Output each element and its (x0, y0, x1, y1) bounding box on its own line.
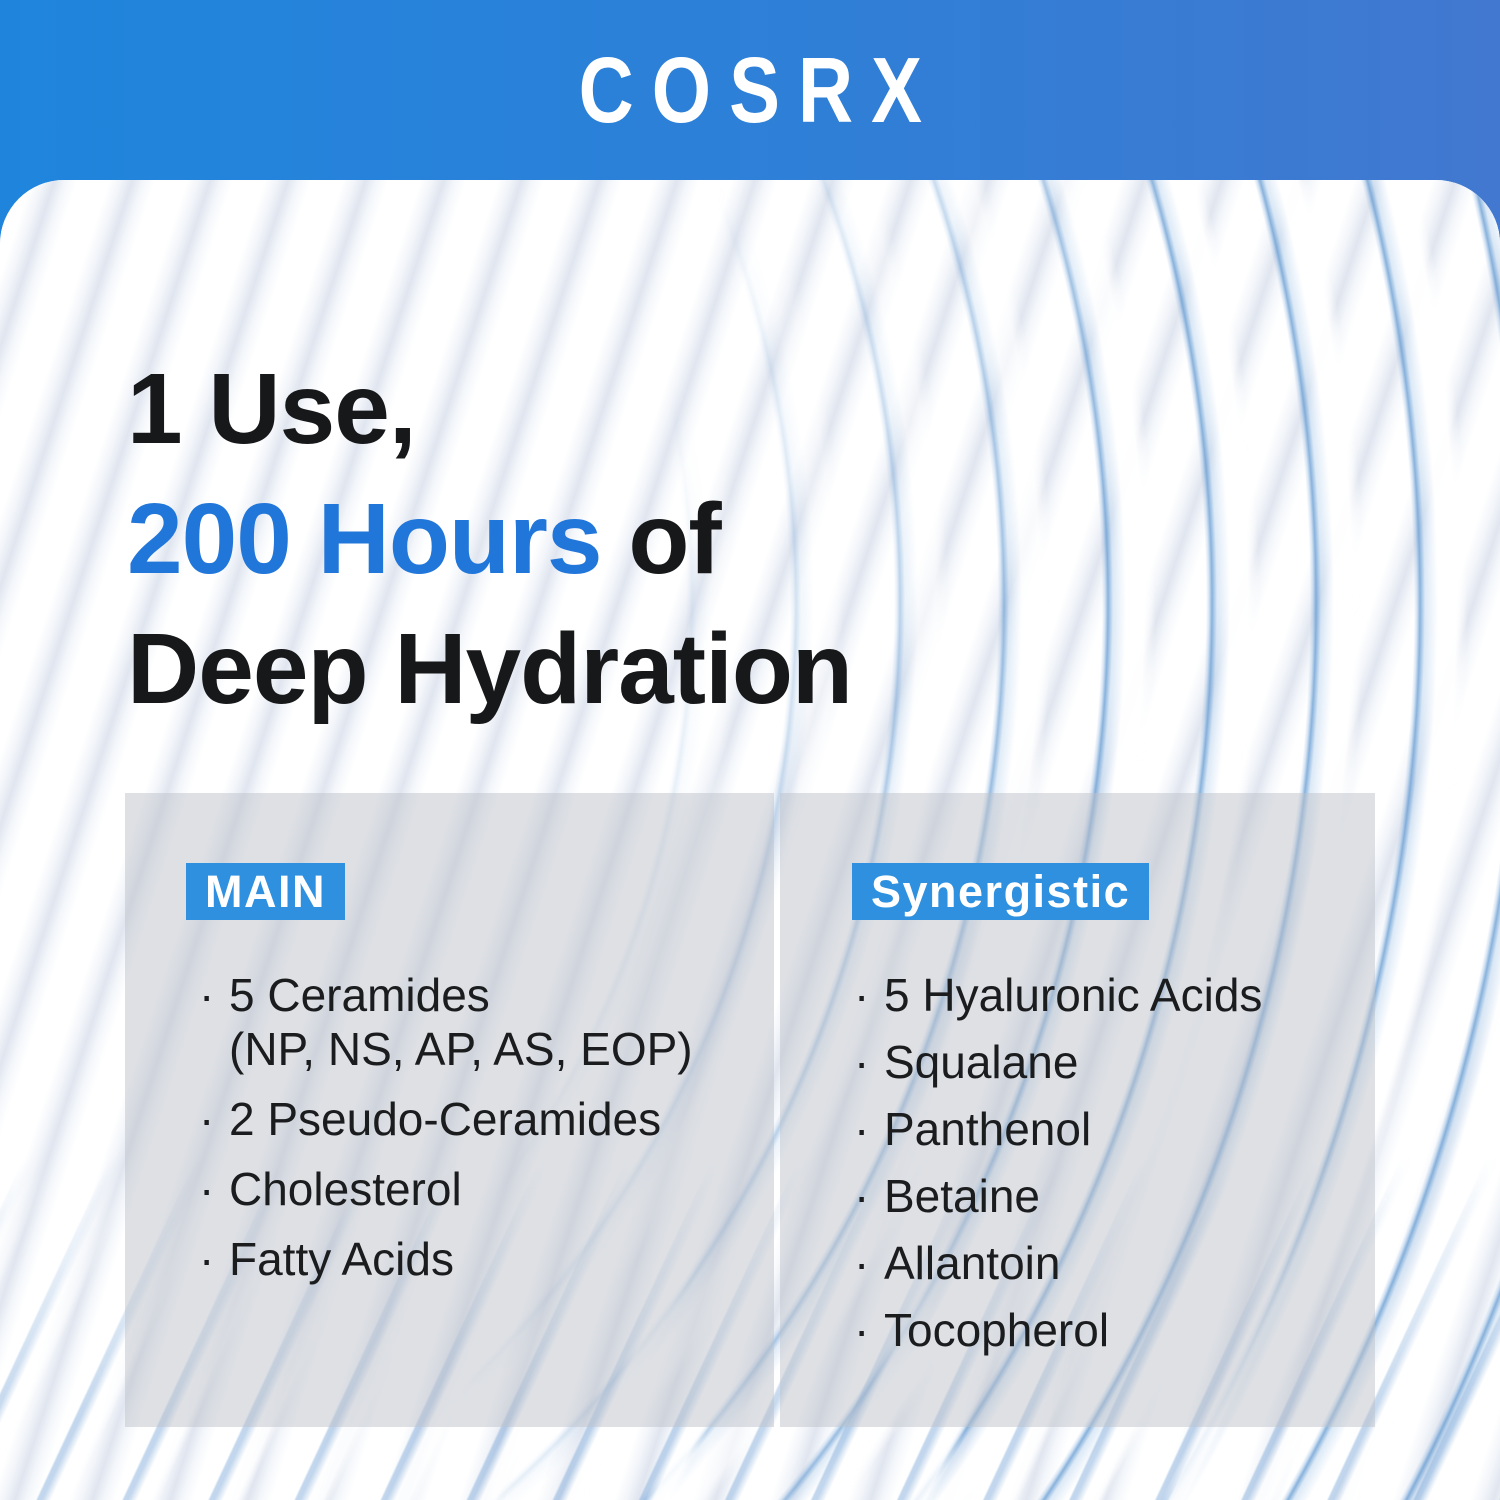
ingredients-panel-synergistic: Synergistic 5 Hyaluronic Acids Squalane … (780, 793, 1375, 1427)
main-badge: MAIN (186, 863, 345, 920)
headline-line1: 1 Use, (127, 353, 417, 465)
list-item: Panthenol (854, 1102, 1375, 1156)
brand-logo: COSRX (578, 38, 940, 142)
main-ingredient-list: 5 Ceramides (NP, NS, AP, AS, EOP) 2 Pseu… (125, 968, 774, 1286)
headline-highlight: 200 Hours (127, 483, 603, 595)
list-item: Tocopherol (854, 1303, 1375, 1357)
list-item: Allantoin (854, 1236, 1375, 1290)
list-item: Betaine (854, 1169, 1375, 1223)
content-card: 1 Use, 200 Hours of Deep Hydration MAIN … (0, 180, 1500, 1500)
headline-line2: 200 Hours of (127, 474, 852, 604)
list-item: Cholesterol (199, 1162, 774, 1216)
list-item: 2 Pseudo-Ceramides (199, 1092, 774, 1146)
list-item: 5 Ceramides (NP, NS, AP, AS, EOP) (199, 968, 774, 1076)
list-item-subtext: (NP, NS, AP, AS, EOP) (229, 1023, 693, 1075)
list-item-text: 5 Ceramides (229, 969, 490, 1021)
headline-line3: Deep Hydration (127, 613, 853, 725)
synergistic-badge: Synergistic (852, 863, 1150, 920)
headline: 1 Use, 200 Hours of Deep Hydration (127, 344, 853, 734)
synergistic-ingredient-list: 5 Hyaluronic Acids Squalane Panthenol Be… (780, 968, 1375, 1357)
list-item: Squalane (854, 1035, 1375, 1089)
ingredients-panel-main: MAIN 5 Ceramides (NP, NS, AP, AS, EOP) 2… (125, 793, 774, 1427)
list-item: Fatty Acids (199, 1232, 774, 1286)
list-item: 5 Hyaluronic Acids (854, 968, 1375, 1022)
headline-line2-rest: of (601, 483, 721, 595)
